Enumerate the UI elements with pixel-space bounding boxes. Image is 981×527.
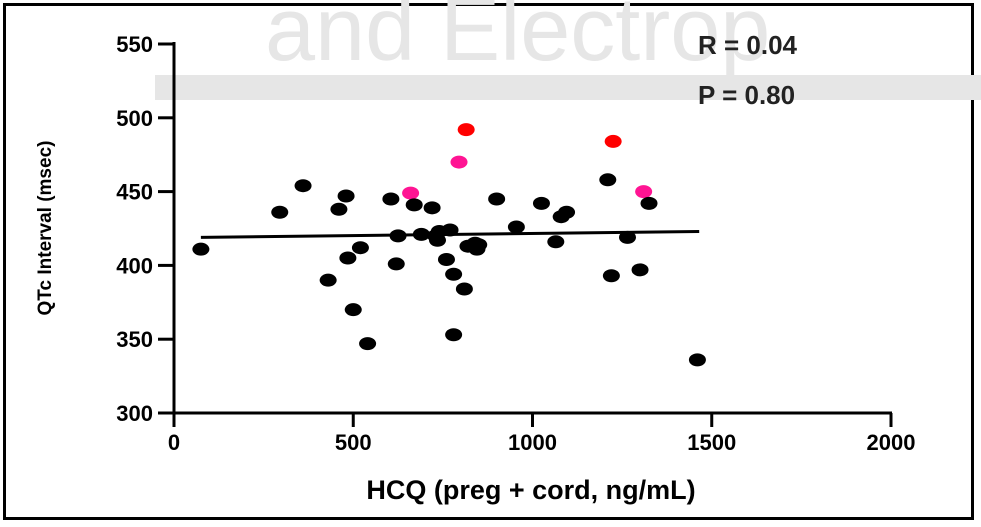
watermark: and Electrop xyxy=(155,0,981,100)
y-axis-title: QTc Interval (msec) xyxy=(35,141,56,316)
x-tick-label: 1000 xyxy=(508,430,557,455)
x-tick-label: 1500 xyxy=(687,430,736,455)
y-tick-label: 450 xyxy=(116,180,153,205)
data-point xyxy=(470,238,488,252)
data-point xyxy=(604,134,622,148)
x-tick-label: 0 xyxy=(168,430,180,455)
data-point xyxy=(445,328,463,342)
data-point xyxy=(337,189,355,203)
data-point xyxy=(445,267,463,281)
data-point xyxy=(402,186,420,200)
data-point xyxy=(532,196,550,210)
data-point xyxy=(457,123,475,137)
watermark-band xyxy=(155,75,981,100)
y-tick-label: 500 xyxy=(116,106,153,131)
data-point xyxy=(547,235,565,249)
x-tick-label: 2000 xyxy=(867,430,916,455)
x-axis-title: HCQ (preg + cord, ng/mL) xyxy=(366,475,695,505)
data-point xyxy=(405,198,423,212)
data-point xyxy=(619,230,637,244)
data-point xyxy=(602,269,620,283)
data-point xyxy=(382,192,400,206)
data-point xyxy=(359,337,377,351)
data-point xyxy=(319,273,337,287)
y-tick-label: 400 xyxy=(116,253,153,278)
data-point xyxy=(428,233,446,247)
data-point xyxy=(558,205,576,219)
data-point xyxy=(640,196,658,210)
stat-r: R = 0.04 xyxy=(698,30,798,60)
y-tick-label: 550 xyxy=(116,32,153,57)
data-point xyxy=(441,223,459,237)
data-point xyxy=(271,205,289,219)
data-point xyxy=(488,192,506,206)
data-point xyxy=(450,155,468,169)
data-point xyxy=(192,242,210,256)
data-point xyxy=(351,241,369,255)
data-point xyxy=(455,282,473,296)
ticks: 300 350 400 450 500 550 0 500 1000 1500 2000 xyxy=(116,32,915,455)
data-point xyxy=(330,202,348,216)
watermark-text: and Electrop xyxy=(265,0,770,80)
data-point xyxy=(635,185,653,199)
stat-p: P = 0.80 xyxy=(698,80,795,110)
data-point xyxy=(423,201,441,215)
data-point xyxy=(631,263,649,277)
data-point xyxy=(344,303,362,317)
data-point xyxy=(507,220,525,234)
data-point xyxy=(412,227,430,241)
data-points xyxy=(192,123,706,367)
data-point xyxy=(387,257,405,271)
data-point xyxy=(688,353,706,367)
data-point xyxy=(294,179,312,193)
y-tick-label: 300 xyxy=(116,401,153,426)
data-point xyxy=(339,251,357,265)
data-point xyxy=(437,252,455,266)
y-tick-label: 350 xyxy=(116,327,153,352)
x-tick-label: 500 xyxy=(335,430,372,455)
data-point xyxy=(599,173,617,187)
data-point xyxy=(389,229,407,243)
